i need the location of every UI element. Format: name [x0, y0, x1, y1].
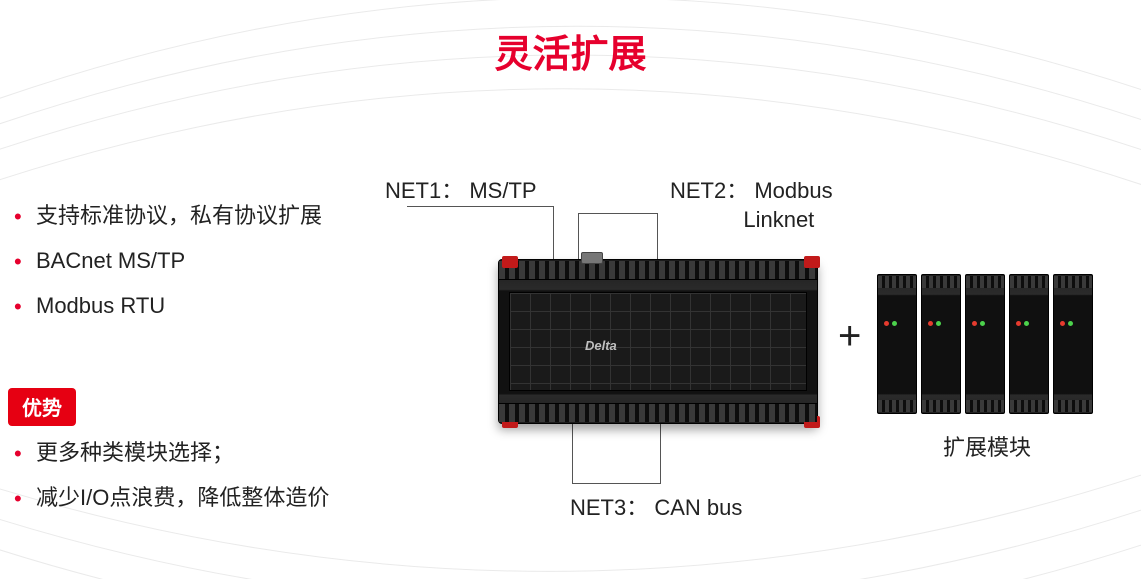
protocol-list: 支持标准协议，私有协议扩展 BACnet MS/TP Modbus RTU — [14, 201, 322, 335]
net3-connector — [660, 418, 661, 484]
advantage-item: 更多种类模块选择； — [14, 438, 329, 469]
expansion-module — [877, 274, 917, 414]
expansion-module — [965, 274, 1005, 414]
net1-connector — [553, 206, 554, 266]
expansion-module — [921, 274, 961, 414]
device-panel — [509, 292, 807, 391]
net3-connector — [572, 483, 661, 484]
main-controller-device: Delta — [498, 259, 818, 424]
net2-label: NET2： Modbus Linknet — [670, 177, 833, 234]
advantage-pill: 优势 — [8, 388, 76, 426]
device-brand: Delta — [585, 338, 617, 353]
net1-label: NET1： MS/TP — [385, 177, 537, 206]
advantage-item: 减少I/O点浪费，降低整体造价 — [14, 483, 329, 514]
net1-connector — [407, 206, 554, 207]
modules-caption: 扩展模块 — [877, 430, 1097, 462]
device-usb-port — [581, 252, 603, 264]
plus-icon: + — [838, 314, 861, 359]
page-title: 灵活扩展 — [0, 23, 1141, 78]
protocol-item: Modbus RTU — [14, 291, 322, 322]
net2-connector — [578, 213, 658, 214]
net3-connector — [572, 418, 573, 484]
net3-label: NET3： CAN bus — [570, 494, 742, 523]
device-clip — [502, 416, 518, 428]
device-clip — [804, 416, 820, 428]
advantage-list: 更多种类模块选择； 减少I/O点浪费，降低整体造价 — [14, 438, 329, 528]
protocol-item: 支持标准协议，私有协议扩展 — [14, 201, 322, 232]
expansion-module — [1009, 274, 1049, 414]
expansion-module — [1053, 274, 1093, 414]
device-clip — [502, 256, 518, 268]
expansion-modules — [877, 274, 1093, 414]
protocol-item: BACnet MS/TP — [14, 246, 322, 277]
device-clip — [804, 256, 820, 268]
